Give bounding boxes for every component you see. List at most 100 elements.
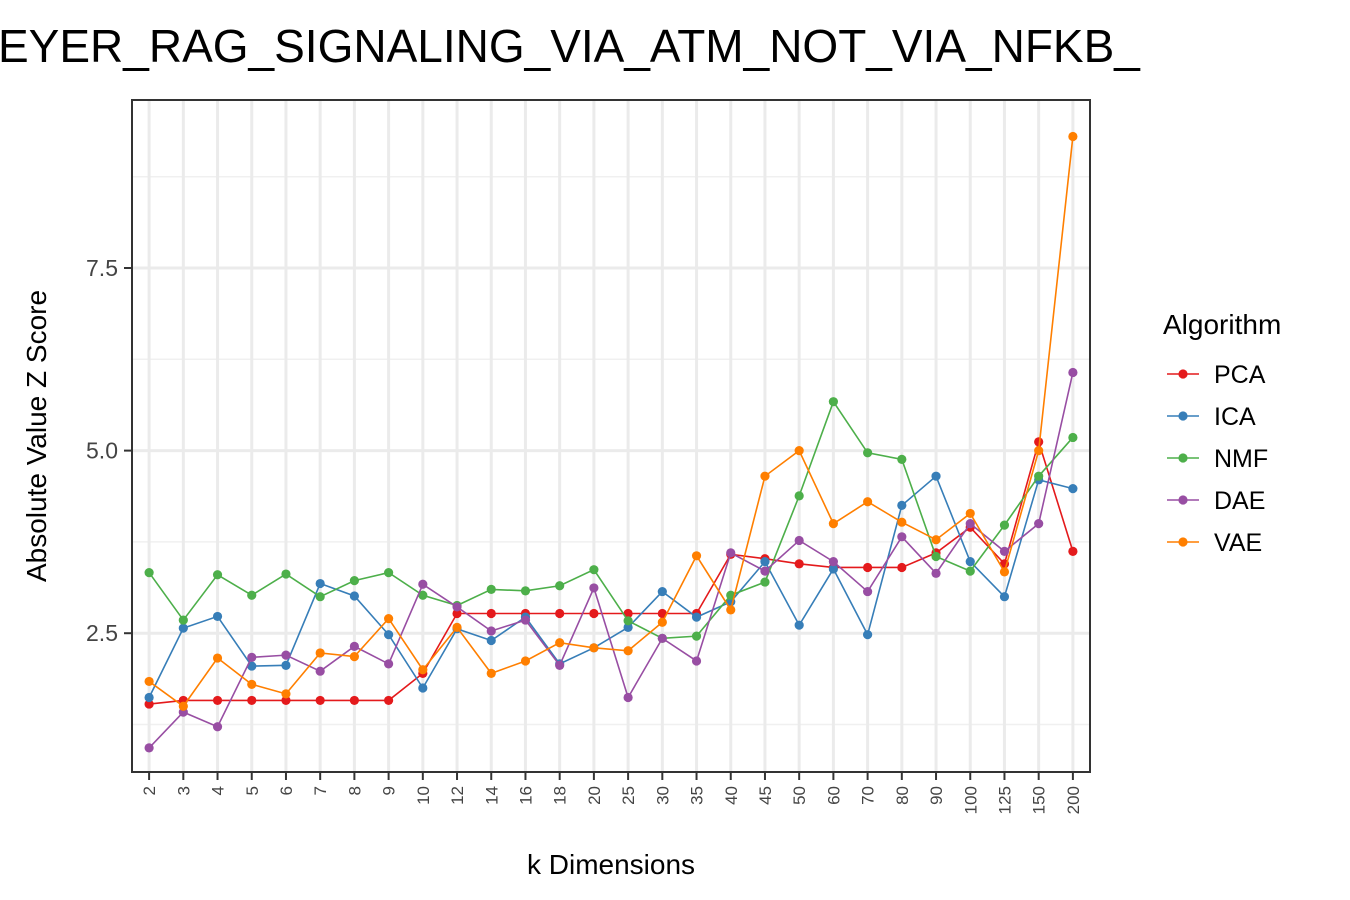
series-layer xyxy=(144,131,1078,753)
point-vae-100 xyxy=(965,508,975,519)
legend-label-vae: VAE xyxy=(1214,529,1262,557)
y-tick-label-1: 5.0 xyxy=(86,438,118,464)
point-vae-25 xyxy=(623,646,633,656)
point-ica-6 xyxy=(281,660,291,670)
point-dae-14 xyxy=(486,626,496,636)
x-tick-label-8: 8 xyxy=(345,786,364,795)
point-vae-60 xyxy=(828,519,838,529)
point-vae-2 xyxy=(144,676,154,687)
gridlines xyxy=(132,100,1090,772)
x-tick-label-90: 90 xyxy=(927,786,946,805)
point-nmf-80 xyxy=(897,454,907,464)
legend-label-pca: PCA xyxy=(1214,361,1266,389)
point-vae-16 xyxy=(520,656,531,666)
x-tick-label-125: 125 xyxy=(995,786,1014,814)
x-tick-label-100: 100 xyxy=(961,786,980,814)
x-tick-label-10: 10 xyxy=(414,786,433,805)
point-dae-30 xyxy=(657,633,667,643)
point-vae-4 xyxy=(212,653,223,663)
legend-label-nmf: NMF xyxy=(1214,445,1268,473)
point-ica-14 xyxy=(486,635,496,646)
legend-key-point-ica xyxy=(1178,411,1188,421)
legend-key-point-vae xyxy=(1178,537,1188,547)
point-nmf-125 xyxy=(999,520,1010,530)
point-dae-10 xyxy=(418,579,428,589)
point-vae-9 xyxy=(384,614,394,624)
point-pca-20 xyxy=(589,608,599,619)
point-dae-25 xyxy=(623,692,633,703)
series-line-ica xyxy=(148,474,1074,698)
point-ica-80 xyxy=(897,500,907,510)
point-dae-90 xyxy=(931,568,941,578)
y-axis-label: Absolute Value Z Score xyxy=(21,290,52,582)
point-nmf-45 xyxy=(760,577,770,587)
point-pca-6 xyxy=(281,695,291,706)
point-ica-9 xyxy=(384,630,394,640)
point-pca-9 xyxy=(384,695,394,706)
point-dae-125 xyxy=(999,546,1010,557)
point-dae-50 xyxy=(794,535,804,546)
point-pca-8 xyxy=(349,695,359,706)
x-tick-label-3: 3 xyxy=(174,786,193,795)
point-nmf-40 xyxy=(726,590,736,600)
x-tick-label-16: 16 xyxy=(516,786,535,805)
point-ica-90 xyxy=(931,471,941,481)
x-tick-label-14: 14 xyxy=(482,786,501,805)
point-nmf-20 xyxy=(589,565,599,575)
x-tick-label-9: 9 xyxy=(380,786,399,795)
point-pca-25 xyxy=(623,608,633,619)
x-tick-label-18: 18 xyxy=(551,786,570,805)
legend-item-pca: PCA xyxy=(1167,361,1266,389)
point-vae-8 xyxy=(349,651,359,662)
point-vae-10 xyxy=(418,665,428,675)
legend-item-dae: DAE xyxy=(1167,487,1265,515)
point-nmf-14 xyxy=(486,584,496,594)
point-vae-3 xyxy=(178,701,188,711)
axes: 2.55.07.52 3 4 5 6 7 8 9 10 12 14 16 18 20 25 30 35 40 45 5… xyxy=(86,255,1083,814)
point-nmf-60 xyxy=(828,397,838,407)
point-dae-150 xyxy=(1034,519,1044,529)
point-pca-4 xyxy=(212,695,223,706)
point-dae-200 xyxy=(1068,367,1078,378)
x-axis-label: k Dimensions xyxy=(527,849,695,880)
point-dae-16 xyxy=(520,615,531,625)
point-vae-125 xyxy=(999,567,1010,577)
point-ica-25 xyxy=(623,622,633,632)
x-tick-label-6: 6 xyxy=(277,786,296,795)
point-pca-14 xyxy=(486,608,496,619)
series-dae xyxy=(144,367,1078,753)
point-ica-100 xyxy=(965,557,975,567)
legend-item-vae: VAE xyxy=(1167,529,1262,557)
series-line-pca xyxy=(149,439,1074,705)
point-pca-2 xyxy=(144,699,154,709)
point-nmf-16 xyxy=(520,586,531,596)
point-nmf-3 xyxy=(178,615,188,625)
point-ica-7 xyxy=(315,578,325,589)
point-ica-8 xyxy=(349,591,359,601)
x-tick-label-200: 200 xyxy=(1064,786,1083,814)
point-nmf-25 xyxy=(623,616,633,626)
point-dae-45 xyxy=(760,566,770,576)
point-dae-70 xyxy=(863,586,873,597)
point-dae-2 xyxy=(144,743,154,753)
x-tick-label-2: 2 xyxy=(140,786,159,795)
x-tick-label-70: 70 xyxy=(859,786,878,805)
point-vae-50 xyxy=(794,446,804,456)
legend-key-point-pca xyxy=(1178,369,1188,379)
point-vae-18 xyxy=(555,638,565,648)
point-pca-18 xyxy=(555,608,565,619)
point-dae-4 xyxy=(212,722,223,732)
point-ica-50 xyxy=(794,620,804,630)
point-vae-40 xyxy=(726,605,736,615)
point-nmf-7 xyxy=(315,592,325,602)
point-pca-7 xyxy=(315,695,325,706)
point-pca-200 xyxy=(1068,546,1078,557)
point-pca-5 xyxy=(247,695,257,706)
point-vae-90 xyxy=(931,535,941,545)
point-vae-70 xyxy=(863,497,873,507)
point-dae-40 xyxy=(726,548,736,558)
x-tick-label-20: 20 xyxy=(585,786,604,805)
point-vae-30 xyxy=(657,617,667,627)
point-dae-9 xyxy=(384,659,394,669)
